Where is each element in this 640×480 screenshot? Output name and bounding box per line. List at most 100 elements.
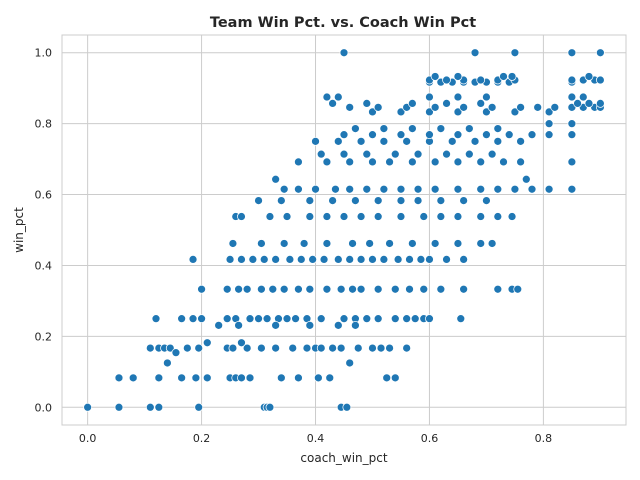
data-point: [510, 48, 520, 58]
data-point: [328, 196, 337, 205]
data-point: [194, 343, 204, 353]
data-point: [390, 149, 400, 159]
data-point: [425, 130, 434, 140]
data-point: [382, 373, 392, 383]
data-point: [182, 343, 192, 353]
data-point: [510, 107, 520, 117]
data-point: [336, 284, 346, 294]
data-point: [436, 196, 446, 205]
data-point: [339, 212, 349, 221]
y-tick-label: 0.2: [35, 330, 53, 343]
data-point: [459, 255, 469, 264]
data-point: [504, 130, 514, 140]
chart-title: Team Win Pct. vs. Coach Win Pct: [210, 15, 476, 31]
x-tick-label: 0.6: [421, 432, 439, 445]
data-point: [145, 343, 155, 353]
data-point: [402, 136, 412, 146]
data-point: [268, 284, 278, 294]
data-point: [453, 157, 463, 167]
data-point: [373, 314, 383, 324]
data-point: [373, 284, 383, 294]
x-tick-labels: 0.0 0.2 0.4 0.6 0.8: [79, 432, 552, 445]
data-point: [151, 314, 161, 324]
data-point: [385, 343, 394, 353]
data-point: [202, 373, 212, 383]
data-point: [544, 107, 554, 117]
data-point: [425, 92, 434, 102]
data-point: [228, 239, 238, 248]
data-point: [345, 102, 355, 112]
data-point: [197, 314, 206, 324]
data-point: [430, 184, 440, 194]
data-point: [396, 130, 406, 140]
data-point: [322, 212, 332, 221]
data-point: [257, 239, 266, 248]
data-point: [194, 402, 204, 412]
data-point: [567, 75, 577, 85]
data-point: [595, 48, 605, 58]
data-point: [476, 184, 486, 194]
data-point: [430, 239, 440, 248]
data-point: [410, 314, 420, 324]
data-point: [234, 320, 243, 330]
data-point: [459, 284, 469, 294]
data-point: [225, 255, 235, 264]
data-point: [402, 343, 412, 353]
data-point: [567, 157, 577, 167]
data-point: [262, 314, 272, 324]
data-point: [248, 255, 258, 264]
data-point: [333, 320, 343, 330]
data-point: [177, 373, 187, 383]
data-point: [430, 102, 440, 112]
data-point: [345, 157, 355, 167]
data-point: [407, 99, 417, 108]
data-point: [453, 72, 463, 81]
data-point: [242, 343, 252, 353]
y-tick-label: 1.0: [35, 47, 53, 60]
data-point: [413, 149, 423, 159]
data-point: [322, 239, 332, 248]
data-point: [573, 99, 582, 108]
data-point: [114, 402, 124, 412]
data-point: [319, 255, 329, 264]
data-point: [128, 373, 138, 383]
data-point: [499, 157, 508, 167]
data-point: [368, 343, 377, 353]
data-point: [328, 343, 337, 353]
data-point: [578, 92, 588, 102]
data-point: [351, 196, 360, 205]
data-point: [584, 72, 594, 81]
data-point: [294, 284, 303, 294]
data-point: [521, 174, 531, 184]
data-point: [302, 343, 312, 353]
data-point: [237, 373, 246, 383]
data-point: [430, 157, 440, 167]
data-point: [584, 99, 594, 108]
data-point: [487, 149, 497, 159]
data-point: [453, 130, 463, 140]
data-point: [296, 255, 306, 264]
data-point: [516, 157, 525, 167]
data-point: [567, 119, 577, 129]
data-point: [407, 124, 417, 133]
data-point: [425, 314, 434, 324]
data-point: [254, 196, 263, 205]
plot-frame: [61, 34, 627, 426]
data-point: [305, 284, 315, 294]
data-point: [476, 157, 486, 167]
data-point: [311, 136, 320, 146]
data-point: [339, 149, 349, 159]
data-point: [154, 373, 164, 383]
data-point: [464, 124, 474, 133]
data-point: [442, 255, 451, 264]
data-point: [396, 184, 406, 194]
data-point: [487, 239, 497, 248]
data-point: [171, 348, 181, 358]
data-point: [595, 99, 605, 108]
data-point: [145, 402, 155, 412]
data-point: [419, 212, 429, 221]
data-point: [544, 184, 554, 194]
data-point: [271, 174, 281, 184]
data-point: [453, 107, 463, 117]
data-point: [222, 314, 232, 324]
